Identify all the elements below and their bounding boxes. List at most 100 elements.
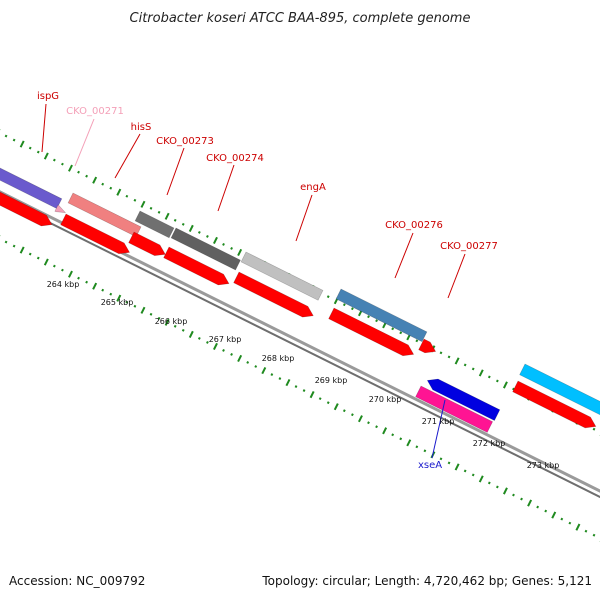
tick-mark — [357, 415, 363, 423]
kbp-label: 268 kbp — [262, 354, 295, 363]
gene-label-hiss: hisS — [131, 122, 152, 133]
tick-mark — [463, 363, 467, 367]
tick-mark — [140, 306, 146, 314]
feature-track — [0, 167, 600, 433]
gene-label-leader — [217, 164, 235, 212]
tick-mark — [19, 246, 25, 254]
tick-mark — [592, 427, 596, 431]
tick-mark — [439, 351, 443, 355]
tick-mark — [213, 342, 218, 351]
tick-mark — [471, 473, 475, 477]
tick-mark — [213, 236, 218, 245]
cds-hisS — [60, 213, 131, 255]
gene-label-leader — [394, 232, 414, 279]
tick-mark — [164, 212, 170, 220]
tick-mark — [254, 365, 258, 368]
tick-mark — [43, 152, 49, 160]
cds-CKO_00277 — [418, 338, 437, 354]
tick-mark — [294, 385, 298, 389]
kbp-label: 264 kbp — [47, 280, 80, 289]
tick-mark — [560, 517, 564, 521]
tick-mark — [375, 319, 378, 323]
cds-CKO_00273 — [128, 231, 166, 256]
tick-mark — [326, 295, 330, 299]
tick-mark — [101, 182, 105, 186]
tick-mark — [575, 523, 581, 531]
tick-mark — [318, 397, 322, 401]
gene-label-leader — [41, 103, 47, 153]
tick-mark — [4, 240, 8, 244]
tick-mark — [157, 210, 161, 214]
kbp-label: 270 kbp — [369, 395, 402, 404]
cds-CKO_00274 — [163, 246, 230, 286]
kbp-label: 265 kbp — [101, 298, 134, 307]
tick-mark — [28, 252, 32, 256]
tick-mark — [454, 463, 460, 471]
kbp-label: 267 kbp — [209, 335, 242, 344]
feature-right-gene — [519, 363, 600, 416]
tick-mark — [36, 256, 40, 260]
tick-mark — [36, 150, 40, 154]
tick-mark — [164, 318, 170, 326]
tick-mark — [43, 258, 49, 266]
gene-label-cko_00273: CKO_00273 — [156, 136, 214, 147]
tick-mark — [415, 339, 419, 343]
tick-mark — [197, 336, 201, 340]
tick-mark — [502, 487, 508, 495]
accession-text: Accession: NC_009792 — [9, 574, 145, 588]
tick-mark — [527, 499, 533, 507]
tick-mark — [230, 247, 233, 250]
tick-mark — [544, 509, 548, 513]
tick-mark — [512, 387, 515, 391]
feature-xseA — [426, 378, 501, 421]
tick-mark — [109, 292, 113, 296]
kbp-label: 269 kbp — [315, 376, 348, 385]
tick-mark — [149, 206, 153, 210]
tick-mark — [222, 243, 225, 246]
tick-mark — [77, 276, 80, 280]
tick-mark — [333, 403, 339, 411]
tick-mark — [173, 218, 177, 222]
tick-mark — [351, 413, 354, 417]
tick-mark — [140, 200, 146, 208]
tick-mark — [149, 312, 153, 316]
tick-mark — [495, 379, 499, 383]
cds-right-gene — [512, 380, 597, 429]
tick-mark — [439, 457, 443, 461]
kbp-label: 272 kbp — [473, 439, 506, 448]
tick-mark — [109, 186, 113, 190]
gene-label-leader — [74, 118, 95, 167]
tick-mark — [125, 194, 129, 198]
tick-mark — [4, 134, 8, 138]
kbp-label: 273 kbp — [527, 461, 560, 470]
tick-mark — [173, 324, 177, 328]
tick-mark — [391, 327, 395, 331]
gene-label-leader — [114, 133, 141, 179]
tick-mark — [206, 340, 209, 344]
feature-xseA-rna — [415, 385, 493, 433]
tick-mark — [520, 497, 523, 501]
tick-mark — [270, 373, 274, 376]
tick-mark — [285, 378, 291, 387]
tick-mark — [61, 162, 64, 166]
tick-mark — [406, 439, 412, 447]
tick-mark — [302, 389, 306, 393]
tick-mark — [19, 140, 25, 148]
gene-label-cko_00274: CKO_00274 — [206, 153, 264, 164]
tick-mark — [382, 427, 388, 435]
backbone-line-inner — [0, 196, 600, 499]
gene-label-ispg: ispG — [37, 91, 59, 102]
tick-mark — [478, 475, 484, 483]
tick-mark — [399, 331, 403, 335]
tick-mark — [222, 349, 225, 352]
feature-CKO_00271 — [54, 204, 67, 213]
tick-mark — [68, 270, 73, 278]
tick-mark — [351, 307, 354, 311]
tick-mark — [261, 366, 267, 375]
tick-mark — [230, 353, 233, 356]
tick-mark — [237, 248, 243, 257]
tick-mark — [326, 401, 330, 405]
tick-mark — [28, 146, 32, 150]
tick-mark — [278, 377, 282, 380]
tick-mark — [415, 445, 419, 449]
